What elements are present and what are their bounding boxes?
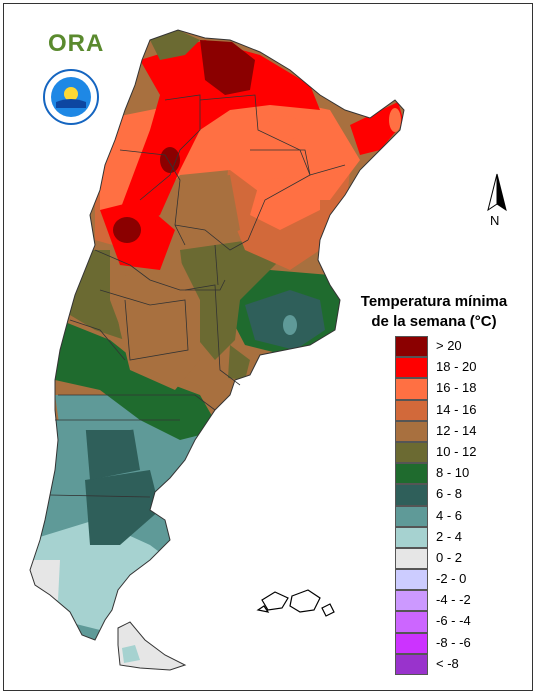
legend-label: 14 - 16 [436, 401, 477, 417]
legend-item: -8 - -6 [395, 632, 505, 654]
legend-item: 8 - 10 [395, 463, 505, 485]
ora-logo: ORA [48, 30, 105, 57]
legend-label: < -8 [436, 655, 459, 671]
legend-swatch [395, 357, 428, 379]
legend-label: 6 - 8 [436, 486, 463, 502]
legend-swatch [395, 569, 428, 591]
malvinas-islands [256, 589, 335, 617]
legend-swatch [395, 484, 428, 506]
legend-item: 10 - 12 [395, 441, 505, 464]
legend-item: 14 - 16 [395, 399, 505, 421]
legend-item: 2 - 4 [395, 526, 505, 548]
argentina-outline [29, 29, 405, 641]
legend-item: 6 - 8 [395, 484, 505, 506]
legend-item: -2 - 0 [395, 569, 505, 591]
legend: > 20 18 - 20 16 - 18 14 - 16 12 - 14 10 - 12 8… [395, 336, 505, 675]
legend-item: < -8 [395, 653, 505, 675]
legend-swatch [395, 420, 428, 442]
legend-swatch [395, 590, 428, 612]
legend-swatch [395, 653, 428, 675]
legend-swatch [395, 399, 428, 421]
tierra-del-fuego-zone [122, 645, 140, 663]
legend-label: 16 - 18 [436, 380, 477, 396]
legend-title: Temperatura mínima de la semana (°C) [340, 292, 528, 332]
legend-item: 0 - 2 [395, 547, 505, 570]
legend-label: -8 - -6 [436, 634, 471, 650]
legend-label: > 20 [436, 338, 462, 353]
legend-item: > 20 [395, 336, 505, 358]
legend-title-line1: Temperatura mínima [360, 293, 508, 310]
legend-label: -6 - -4 [436, 613, 471, 629]
legend-label: -2 - 0 [436, 571, 467, 587]
legend-swatch [395, 547, 428, 570]
legend-swatch [395, 378, 428, 400]
legend-label: 10 - 12 [436, 443, 477, 459]
seal-icon [43, 69, 99, 125]
north-arrow-icon [487, 173, 507, 212]
legend-title-line2: de la semana (°C) [371, 313, 497, 330]
legend-item: 16 - 18 [395, 378, 505, 400]
legend-swatch [395, 632, 428, 654]
legend-item: 12 - 14 [395, 420, 505, 442]
legend-item: -6 - -4 [395, 611, 505, 633]
legend-swatch [395, 336, 428, 358]
legend-label: 18 - 20 [436, 359, 477, 375]
legend-item: 18 - 20 [395, 357, 505, 379]
legend-label: 4 - 6 [436, 507, 463, 523]
legend-label: 2 - 4 [436, 528, 463, 544]
legend-item: -4 - -2 [395, 590, 505, 612]
legend-label: -4 - -2 [436, 592, 471, 608]
province-borders [49, 94, 346, 498]
legend-label: 0 - 2 [436, 549, 463, 565]
legend-swatch [395, 505, 428, 527]
legend-label: 12 - 14 [436, 422, 477, 438]
map-frame [3, 3, 533, 691]
legend-label: 8 - 10 [436, 465, 470, 481]
legend-swatch [395, 526, 428, 548]
legend-swatch [395, 441, 428, 464]
legend-item: 4 - 6 [395, 505, 505, 527]
legend-swatch [395, 463, 428, 485]
tierra-del-fuego [117, 621, 187, 671]
legend-swatch [395, 611, 428, 633]
north-label: N [490, 213, 500, 228]
